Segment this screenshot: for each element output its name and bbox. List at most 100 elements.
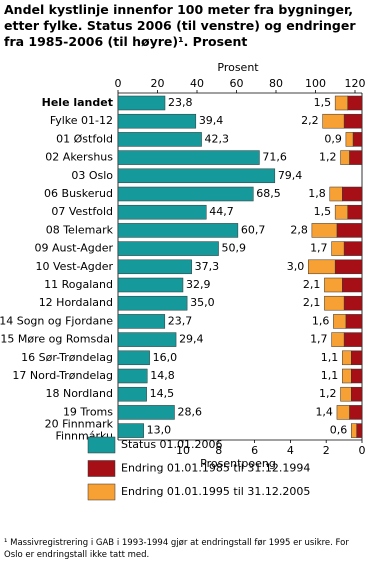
value-label: 28,6 — [177, 405, 202, 418]
total-label: 1,4 — [315, 405, 333, 418]
bar-segment — [329, 186, 343, 202]
x-tick-label: 8 — [215, 444, 222, 457]
bar-segment — [308, 259, 336, 275]
x-tick-label: 10 — [176, 444, 190, 457]
category-label: 08 Telemark — [46, 223, 114, 236]
footnote: ¹ Massivregistrering i GAB i 1993-1994 g… — [4, 538, 349, 560]
category-label: 03 Oslo — [71, 169, 113, 182]
value-label: 23,7 — [168, 314, 193, 327]
total-label: 1,6 — [312, 314, 330, 327]
bar-segment — [334, 95, 348, 111]
value-label: 39,4 — [199, 114, 224, 127]
total-label: 1,1 — [321, 351, 339, 364]
category-label: 01 Østfold — [56, 132, 113, 145]
category-label: Fylke 01-12 — [50, 114, 113, 127]
bar — [117, 314, 166, 329]
value-label: 37,3 — [195, 260, 220, 273]
bar — [117, 113, 197, 129]
value-label: 35,0 — [190, 296, 215, 309]
legend-label: Endring 01.01.1995 til 31.12.2005 — [121, 485, 310, 498]
bar-segment — [343, 241, 363, 256]
bar — [117, 150, 260, 165]
total-label: 2,8 — [290, 223, 308, 236]
bar — [117, 332, 177, 347]
bar-segment — [343, 332, 363, 347]
category-label: 11 Rogaland — [44, 278, 113, 291]
chart-title: Andel kystlinje innenfor 100 meter fra b… — [4, 2, 356, 49]
bar — [117, 95, 166, 111]
category-label: 06 Buskerud — [44, 187, 113, 200]
bar-segment — [343, 113, 363, 129]
value-label: 13,0 — [147, 424, 172, 437]
total-label: 1,7 — [310, 242, 328, 255]
category-label: 16 Sør-Trøndelag — [21, 351, 113, 364]
bar-segment — [347, 204, 363, 220]
x-tick-label: 80 — [269, 77, 283, 90]
bar-segment — [340, 386, 352, 402]
bar — [117, 423, 144, 438]
bar-segment — [349, 150, 363, 165]
category-label: 09 Aust-Agder — [34, 242, 113, 255]
category-label: 14 Sogn og Fjordane — [0, 314, 113, 327]
legend-swatch — [87, 436, 116, 454]
category-label: 18 Nordland — [45, 387, 113, 400]
total-label: 1,2 — [319, 151, 337, 164]
bar — [117, 368, 148, 384]
bar-segment — [349, 405, 363, 420]
bar-segment — [334, 204, 348, 220]
x-tick-label: 2 — [323, 444, 330, 457]
x-tick-label: 0 — [359, 444, 366, 457]
value-label: 14,8 — [150, 369, 175, 382]
x-axis-title: Prosent — [217, 61, 259, 74]
bar — [117, 350, 150, 366]
x-tick-label: 6 — [251, 444, 258, 457]
value-label: 44,7 — [209, 205, 234, 218]
category-label: 02 Akershus — [45, 151, 113, 164]
bar — [117, 277, 184, 293]
bar — [117, 405, 175, 420]
bar — [117, 295, 188, 311]
category-label: 17 Nord-Trøndelag — [12, 369, 113, 382]
legend-swatch — [87, 460, 116, 477]
bar — [117, 223, 239, 238]
value-label: 50,9 — [222, 242, 247, 255]
total-label: 0,6 — [330, 424, 348, 437]
bar-segment — [356, 423, 363, 438]
bar — [117, 168, 276, 184]
bar-segment — [336, 223, 363, 238]
value-label: 14,5 — [150, 387, 175, 400]
total-label: 3,0 — [287, 260, 305, 273]
bar — [117, 259, 192, 275]
bar-segment — [331, 241, 345, 256]
bar-segment — [334, 259, 363, 275]
total-label: 1,5 — [314, 96, 332, 109]
bar-segment — [336, 405, 350, 420]
value-label: 79,4 — [278, 169, 303, 182]
total-label: 1,7 — [310, 333, 328, 346]
category-label: 12 Hordaland — [39, 296, 113, 309]
value-label: 29,4 — [179, 333, 204, 346]
total-label: 2,1 — [303, 278, 321, 291]
value-label: 42,3 — [205, 132, 230, 145]
category-label: 15 Møre og Romsdal — [0, 333, 113, 346]
bar-segment — [345, 314, 363, 329]
bar-segment — [322, 113, 345, 129]
bar-segment — [345, 132, 354, 147]
bar-segment — [351, 368, 363, 384]
total-label: 0,9 — [324, 132, 342, 145]
bar-segment — [343, 295, 363, 311]
value-label: 16,0 — [153, 351, 178, 364]
bar-segment — [342, 277, 363, 293]
x-tick-label: 40 — [190, 77, 204, 90]
bar — [117, 186, 254, 202]
total-label: 2,1 — [303, 296, 321, 309]
legend-label: Endring 01.01.1985 til 31.12.1994 — [121, 462, 310, 475]
bar-segment — [351, 386, 363, 402]
total-label: 2,2 — [301, 114, 319, 127]
total-label: 1,2 — [319, 387, 337, 400]
bar-segment — [331, 332, 345, 347]
bar — [117, 386, 147, 402]
bar-segment — [333, 314, 347, 329]
